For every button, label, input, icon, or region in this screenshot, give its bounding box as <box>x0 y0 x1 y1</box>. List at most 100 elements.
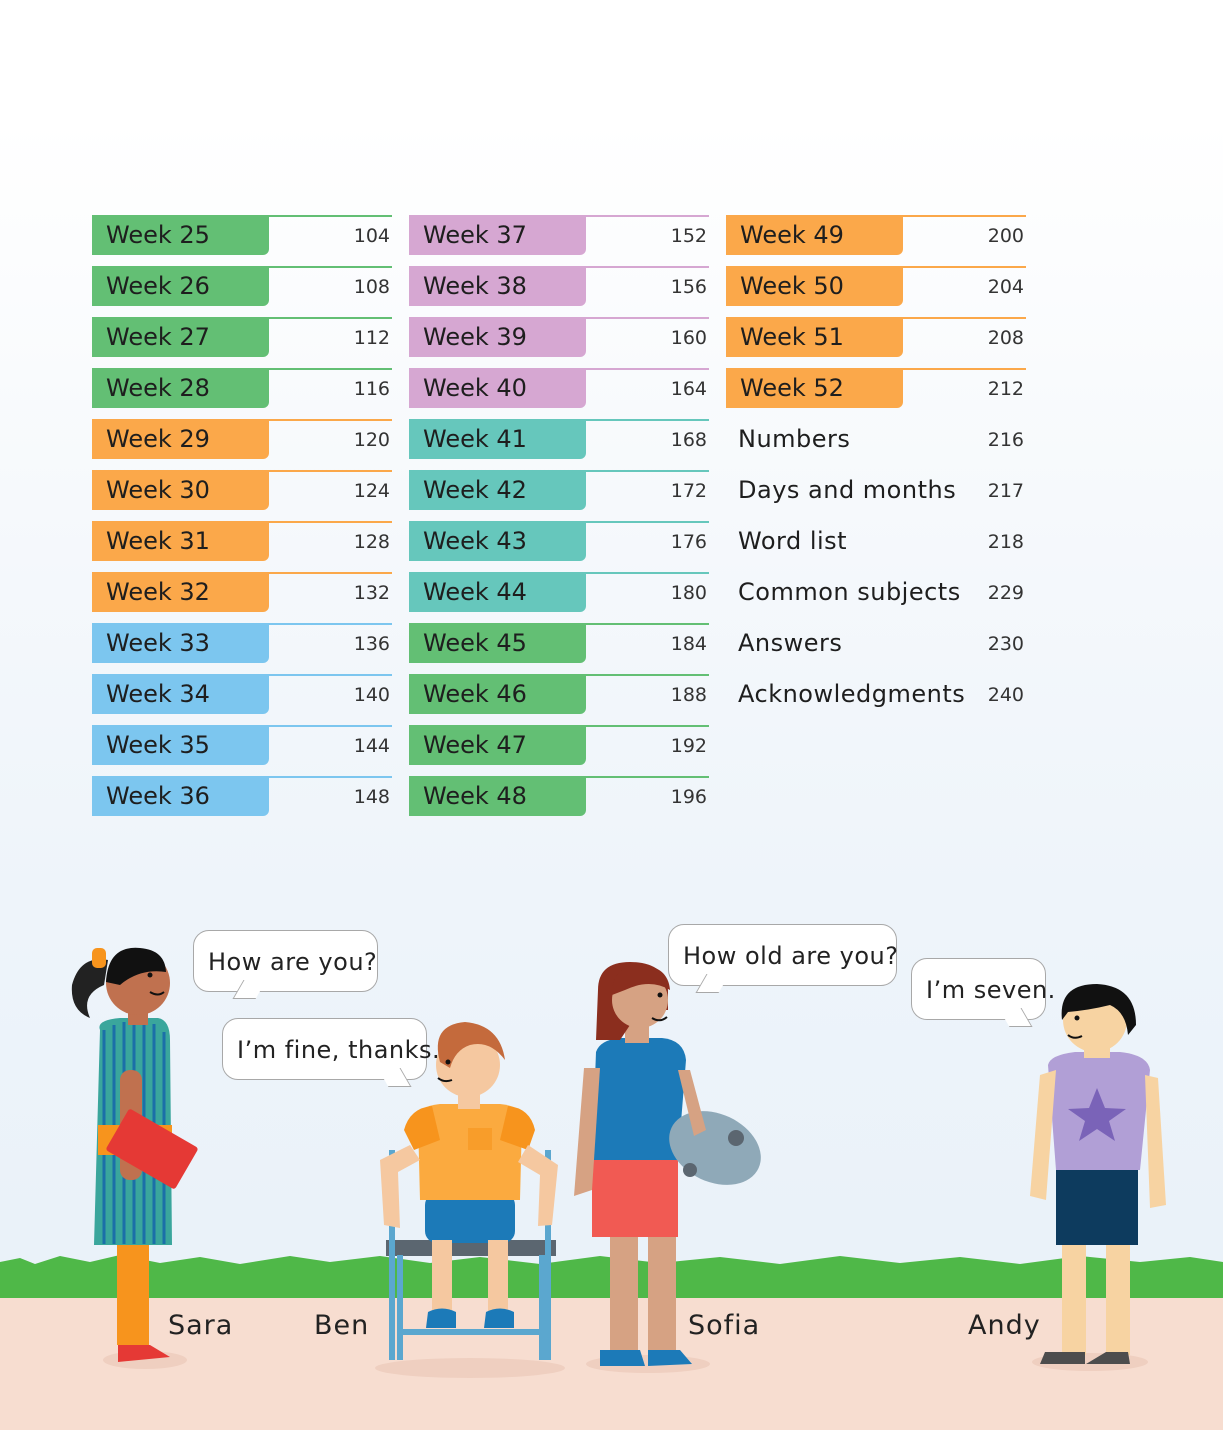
contents-entry[interactable]: Week 31 128 <box>92 521 392 561</box>
contents-entry[interactable]: Answers 230 <box>726 623 1026 663</box>
week-tab: Week 44 <box>409 572 586 612</box>
week-tab: Week 52 <box>726 368 903 408</box>
week-tab: Week 35 <box>92 725 269 765</box>
page-number: 218 <box>987 531 1024 553</box>
contents-entry[interactable]: Week 28 116 <box>92 368 392 408</box>
week-tab: Week 43 <box>409 521 586 561</box>
contents-entry[interactable]: Week 36 148 <box>92 776 392 816</box>
page-number: 200 <box>987 225 1024 247</box>
page-number: 120 <box>353 429 390 451</box>
week-tab: Week 36 <box>92 776 269 816</box>
contents-entry[interactable]: Week 27 112 <box>92 317 392 357</box>
week-tab: Week 27 <box>92 317 269 357</box>
contents-entry[interactable]: Week 34 140 <box>92 674 392 714</box>
contents-entry[interactable]: Week 33 136 <box>92 623 392 663</box>
week-tab: Week 38 <box>409 266 586 306</box>
week-tab: Week 49 <box>726 215 903 255</box>
entry-title: Numbers <box>738 425 851 453</box>
page-number: 160 <box>670 327 707 349</box>
page-number: 144 <box>353 735 390 757</box>
contents-entry[interactable]: Week 46 188 <box>409 674 709 714</box>
week-tab: Week 48 <box>409 776 586 816</box>
contents-column-3: Week 49 200 Week 50 204 Week 51 208 Week 52 212… <box>726 215 1026 725</box>
contents-entry[interactable]: Week 51 208 <box>726 317 1026 357</box>
week-tab: Week 46 <box>409 674 586 714</box>
speech-text: How old are you? <box>683 942 899 970</box>
page-number: 216 <box>987 429 1024 451</box>
contents-entry[interactable]: Week 42 172 <box>409 470 709 510</box>
page-number: 230 <box>987 633 1024 655</box>
contents-entry[interactable]: Week 32 132 <box>92 572 392 612</box>
contents-entry[interactable]: Week 26 108 <box>92 266 392 306</box>
entry-title: Word list <box>738 527 848 555</box>
entry-title: Answers <box>738 629 843 657</box>
week-tab: Week 25 <box>92 215 269 255</box>
contents-entry[interactable]: Week 25 104 <box>92 215 392 255</box>
character-name-sofia: Sofia <box>688 1310 761 1341</box>
contents-entry[interactable]: Common subjects 229 <box>726 572 1026 612</box>
page-number: 116 <box>353 378 390 400</box>
week-tab: Week 29 <box>92 419 269 459</box>
page-number: 136 <box>353 633 390 655</box>
page-number: 140 <box>353 684 390 706</box>
page-number: 104 <box>353 225 390 247</box>
contents-entry[interactable]: Week 43 176 <box>409 521 709 561</box>
contents-entry[interactable]: Week 30 124 <box>92 470 392 510</box>
speech-text: I’m seven. <box>926 976 1056 1004</box>
week-tab: Week 42 <box>409 470 586 510</box>
contents-entry[interactable]: Week 45 184 <box>409 623 709 663</box>
contents-entry[interactable]: Week 41 168 <box>409 419 709 459</box>
andy-figure <box>1030 984 1166 1364</box>
contents-entry[interactable]: Week 48 196 <box>409 776 709 816</box>
contents-entry[interactable]: Acknowledgments 240 <box>726 674 1026 714</box>
page-number: 108 <box>353 276 390 298</box>
week-tab: Week 26 <box>92 266 269 306</box>
page-number: 128 <box>353 531 390 553</box>
contents-entry[interactable]: Week 40 164 <box>409 368 709 408</box>
speech-bubble-how-are-you: How are you? <box>193 930 378 999</box>
contents-entry[interactable]: Week 49 200 <box>726 215 1026 255</box>
sofia-figure <box>574 962 761 1366</box>
week-tab: Week 34 <box>92 674 269 714</box>
week-tab: Week 33 <box>92 623 269 663</box>
contents-entry[interactable]: Week 39 160 <box>409 317 709 357</box>
contents-entry[interactable]: Week 50 204 <box>726 266 1026 306</box>
contents-entry[interactable]: Week 47 192 <box>409 725 709 765</box>
page-number: 217 <box>987 480 1024 502</box>
page-number: 192 <box>670 735 707 757</box>
page-number: 172 <box>670 480 707 502</box>
page-number: 124 <box>353 480 390 502</box>
week-tab: Week 37 <box>409 215 586 255</box>
page-number: 204 <box>987 276 1024 298</box>
contents-entry[interactable]: Week 35 144 <box>92 725 392 765</box>
contents-entry[interactable]: Week 44 180 <box>409 572 709 612</box>
page-number: 152 <box>670 225 707 247</box>
page-number: 208 <box>987 327 1024 349</box>
contents-entry[interactable]: Week 29 120 <box>92 419 392 459</box>
week-tab: Week 31 <box>92 521 269 561</box>
page-number: 164 <box>670 378 707 400</box>
page-number: 180 <box>670 582 707 604</box>
page-number: 148 <box>353 786 390 808</box>
contents-entry[interactable]: Week 37 152 <box>409 215 709 255</box>
week-tab: Week 50 <box>726 266 903 306</box>
week-tab: Week 28 <box>92 368 269 408</box>
contents-entry[interactable]: Days and months 217 <box>726 470 1026 510</box>
character-name-sara: Sara <box>168 1310 234 1341</box>
week-tab: Week 41 <box>409 419 586 459</box>
contents-column-2: Week 37 152 Week 38 156 Week 39 160 Week 40 164… <box>409 215 709 827</box>
contents-entry[interactable]: Week 52 212 <box>726 368 1026 408</box>
page-number: 176 <box>670 531 707 553</box>
character-name-andy: Andy <box>968 1310 1041 1341</box>
week-tab: Week 47 <box>409 725 586 765</box>
week-tab: Week 45 <box>409 623 586 663</box>
page-number: 212 <box>987 378 1024 400</box>
contents-entry[interactable]: Word list 218 <box>726 521 1026 561</box>
contents-entry[interactable]: Week 38 156 <box>409 266 709 306</box>
week-tab: Week 32 <box>92 572 269 612</box>
character-name-ben: Ben <box>314 1310 370 1341</box>
week-tab: Week 40 <box>409 368 586 408</box>
page-number: 156 <box>670 276 707 298</box>
page-number: 168 <box>670 429 707 451</box>
contents-entry[interactable]: Numbers 216 <box>726 419 1026 459</box>
